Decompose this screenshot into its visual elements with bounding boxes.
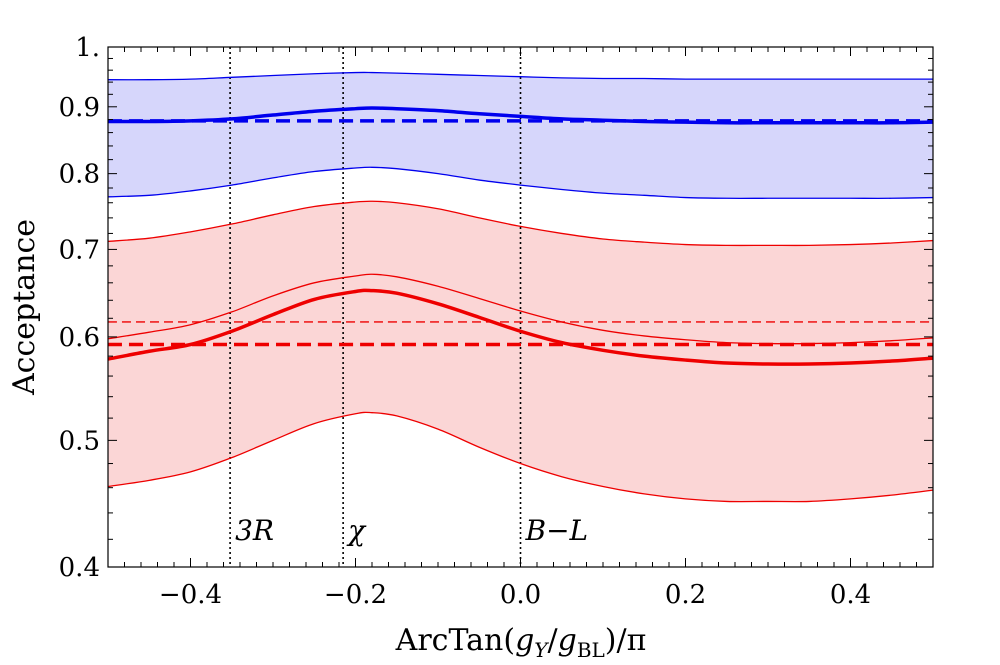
x-tick-label: 0.0: [500, 580, 541, 610]
x-tick-label: 0.2: [665, 580, 706, 610]
marker-label-2: B−L: [525, 514, 589, 547]
x-tick-label: −0.2: [324, 580, 387, 610]
y-tick-label: 0.4: [59, 553, 100, 583]
series-line-7: [107, 273, 934, 345]
y-tick-label: 0.7: [59, 235, 100, 265]
marker-label-0: 3R: [235, 514, 274, 547]
y-axis-title: Acceptance: [7, 219, 42, 396]
band-0: [108, 72, 933, 199]
series-lines: [107, 71, 934, 503]
y-tick-label: 1.: [75, 33, 100, 63]
vertical-markers: [229, 47, 522, 567]
x-tick-labels: −0.4 −0.2 0.0 0.2 0.4: [159, 580, 871, 610]
x-axis-title: ArcTan(gY/gBL)/π: [395, 623, 647, 662]
band-1: [108, 201, 933, 502]
uncertainty-bands: [108, 72, 933, 502]
series-line-3: [107, 166, 934, 199]
series-line-8: [107, 200, 934, 247]
series-line-2: [107, 71, 933, 81]
axis-ticks: [107, 46, 934, 568]
y-tick-label: 0.6: [59, 323, 100, 353]
series-line-0: [107, 106, 934, 125]
series-line-4: [107, 288, 934, 366]
series-line-9: [107, 411, 934, 503]
marker-labels: 3R χ B−L: [235, 514, 588, 547]
x-tick-label: 0.4: [830, 580, 871, 610]
y-tick-labels: 0.4 0.5 0.6 0.7 0.8 0.9 1.: [59, 33, 100, 583]
marker-label-1: χ: [346, 514, 367, 547]
y-tick-label: 0.8: [59, 160, 100, 190]
y-tick-label: 0.5: [59, 426, 100, 456]
x-tick-label: −0.4: [159, 580, 222, 610]
y-tick-label: 0.9: [59, 93, 100, 123]
